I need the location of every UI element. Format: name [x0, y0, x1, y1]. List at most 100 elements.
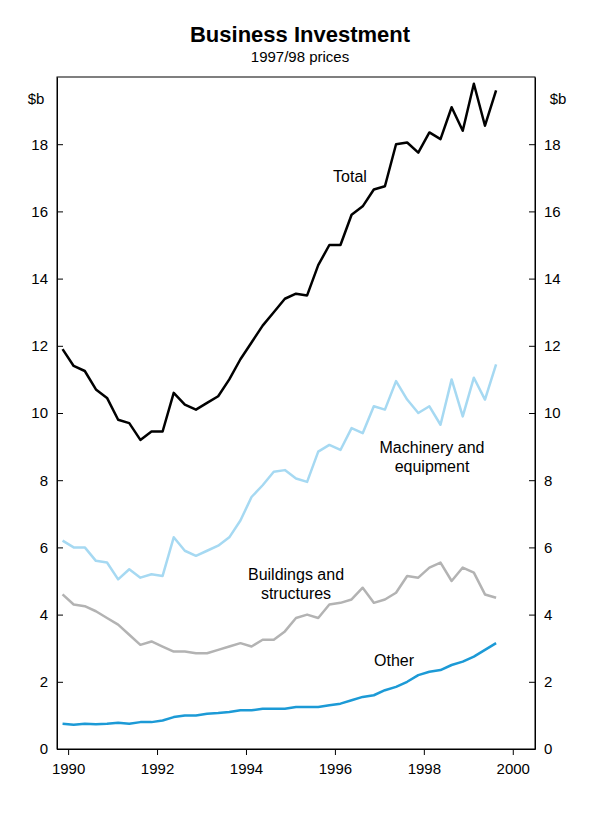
tick-mark — [57, 279, 63, 280]
tick: 1994 — [230, 749, 263, 777]
tick-mark — [157, 749, 158, 755]
series-label-line: Other — [374, 652, 415, 669]
series-label: Machinery and equipment — [380, 439, 485, 475]
tick-label: 1998 — [408, 760, 441, 777]
series-label-line: structures — [261, 585, 331, 602]
axis-line — [535, 78, 536, 750]
tick-label: 14 — [31, 270, 48, 287]
tick-label: 12 — [31, 337, 48, 354]
tick-label: 18 — [544, 136, 561, 153]
tick: 0 — [529, 740, 552, 757]
tick: 14 — [529, 270, 561, 287]
tick-label: 16 — [544, 203, 561, 220]
tick-mark — [529, 279, 535, 280]
tick-label: 10 — [544, 404, 561, 421]
y-axis-label: $b — [28, 90, 45, 107]
tick: 4 — [529, 606, 552, 623]
series-label: Other — [374, 652, 415, 669]
tick-mark — [529, 413, 535, 414]
title: Business Investment — [190, 22, 411, 47]
tick-label: 10 — [31, 404, 48, 421]
tick: 16 — [529, 203, 561, 220]
tick: 0 — [40, 740, 63, 757]
series-label-line: Buildings and — [248, 566, 344, 583]
tick: 18 — [529, 136, 561, 153]
tick-label: 2 — [544, 673, 552, 690]
tick-mark — [529, 480, 535, 481]
tick-label: 1990 — [52, 760, 85, 777]
tick-mark — [529, 547, 535, 548]
axis-line — [58, 749, 536, 750]
tick-mark — [57, 480, 63, 481]
series-label-line: equipment — [395, 458, 470, 475]
y-axis-left: 0 2 4 6 8 10 12 14 16 18 — [31, 78, 63, 758]
x-axis: 1990 1992 1994 1996 1998 2000 — [52, 749, 536, 777]
tick: 2 — [529, 673, 552, 690]
tick-mark — [529, 211, 535, 212]
y-axis-label: $b — [550, 90, 567, 107]
subtitle: 1997/98 prices — [251, 48, 349, 65]
tick-label: 2 — [40, 673, 48, 690]
tick: 8 — [529, 472, 552, 489]
tick-label: 14 — [544, 270, 561, 287]
series-line — [63, 364, 497, 579]
tick-label: 6 — [544, 539, 552, 556]
tick-label: 8 — [544, 472, 552, 489]
tick-label: 4 — [544, 606, 552, 623]
tick-mark — [57, 547, 63, 548]
plot-frame — [57, 77, 535, 749]
tick-label: 0 — [40, 740, 48, 757]
tick: 8 — [40, 472, 63, 489]
tick-mark — [529, 615, 535, 616]
tick-label: 1992 — [141, 760, 174, 777]
tick-mark — [57, 413, 63, 414]
series-line — [63, 643, 497, 725]
y-axis-right: 0 2 4 6 8 10 12 14 16 18 — [529, 78, 561, 758]
tick-mark — [57, 144, 63, 145]
plot-area — [63, 84, 497, 725]
tick-label: 18 — [31, 136, 48, 153]
tick: 1996 — [319, 749, 352, 777]
tick: 6 — [40, 539, 63, 556]
series-line — [63, 563, 497, 654]
tick-mark — [424, 749, 425, 755]
tick: 2 — [40, 673, 63, 690]
tick: 14 — [31, 270, 63, 287]
tick: 10 — [31, 404, 63, 421]
chart: Business Investment1997/98 prices $b $b 0 2 4… — [0, 0, 600, 815]
tick: 6 — [529, 539, 552, 556]
tick-mark — [529, 346, 535, 347]
series-label: Buildings and structures — [248, 566, 344, 602]
tick-label: 6 — [40, 539, 48, 556]
tick-label: 16 — [31, 203, 48, 220]
tick: 10 — [529, 404, 561, 421]
tick-mark — [246, 749, 247, 755]
series-line — [63, 84, 497, 440]
tick: 12 — [529, 337, 561, 354]
tick-mark — [57, 211, 63, 212]
tick-mark — [529, 144, 535, 145]
tick-label: 0 — [544, 740, 552, 757]
tick: 18 — [31, 136, 63, 153]
tick-mark — [57, 346, 63, 347]
tick-mark — [57, 615, 63, 616]
series-label-line: Total — [333, 168, 367, 185]
series-label-line: Machinery and — [380, 439, 485, 456]
tick: 1992 — [141, 749, 174, 777]
tick-mark — [529, 682, 535, 683]
tick: 4 — [40, 606, 63, 623]
tick-mark — [68, 749, 69, 755]
tick-label: 1996 — [319, 760, 352, 777]
tick: 1990 — [52, 749, 85, 777]
tick-label: 8 — [40, 472, 48, 489]
tick-mark — [57, 682, 63, 683]
tick: 1998 — [408, 749, 441, 777]
tick-label: 2000 — [497, 760, 530, 777]
tick: 2000 — [497, 749, 530, 777]
tick-mark — [513, 749, 514, 755]
series-label: Total — [333, 168, 367, 185]
tick: 12 — [31, 337, 63, 354]
tick-label: 1994 — [230, 760, 263, 777]
tick-label: 12 — [544, 337, 561, 354]
tick: 16 — [31, 203, 63, 220]
